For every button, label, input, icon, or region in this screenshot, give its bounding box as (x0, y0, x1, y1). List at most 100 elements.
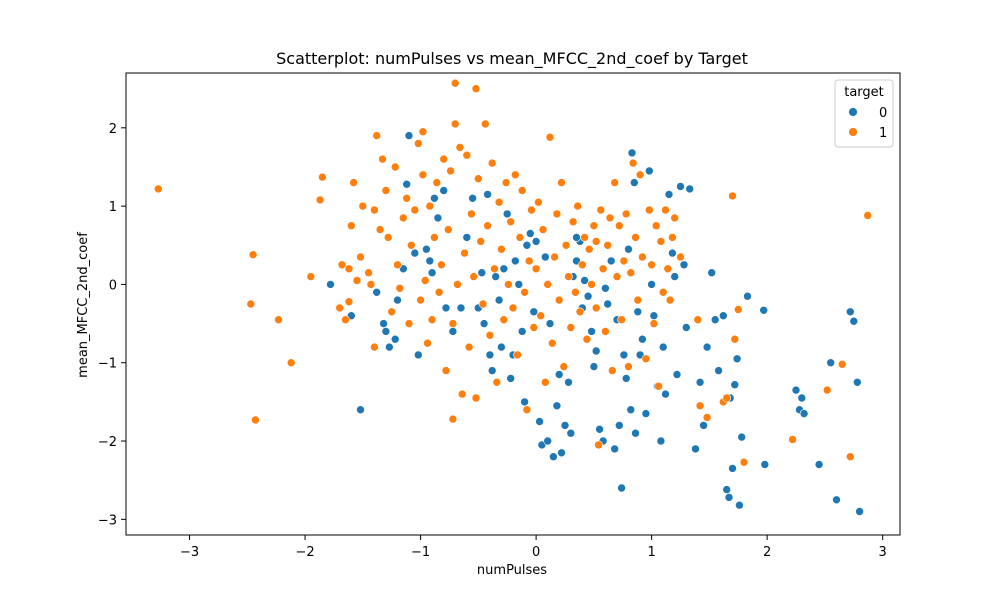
data-point-target-1 (398, 213, 408, 223)
data-point-target-1 (352, 276, 362, 285)
data-point-target-0 (448, 327, 458, 336)
data-point-target-0 (668, 248, 677, 258)
data-point-target-0 (601, 283, 610, 293)
data-point-target-0 (679, 260, 689, 270)
data-point-target-0 (552, 401, 562, 411)
data-point-target-0 (732, 354, 742, 364)
data-point-target-1 (587, 280, 596, 289)
data-point-target-0 (404, 131, 414, 140)
data-point-target-1 (641, 354, 651, 364)
chart-title: Scatterplot: numPulses vs mean_MFCC_2nd_… (276, 49, 748, 69)
data-point-target-1 (471, 84, 481, 93)
data-point-target-0 (641, 409, 651, 418)
data-point-target-1 (390, 162, 400, 172)
data-point-target-1 (448, 319, 458, 328)
data-point-target-0 (583, 291, 593, 301)
data-point-target-0 (356, 405, 365, 415)
x-axis-ticks: −3 −2 −1 0 1 2 3 (180, 535, 887, 560)
data-point-target-1 (448, 414, 458, 424)
data-point-target-0 (627, 148, 637, 158)
data-point-target-0 (791, 385, 801, 395)
data-point-target-0 (676, 182, 685, 191)
data-point-target-1 (603, 241, 613, 250)
data-point-target-0 (735, 500, 744, 510)
legend-title: target (844, 85, 884, 100)
data-point-target-1 (480, 119, 490, 129)
data-point-target-1 (550, 252, 559, 262)
data-point-target-0 (487, 366, 497, 375)
data-point-target-1 (346, 221, 356, 230)
data-point-target-0 (656, 436, 666, 446)
data-point-target-1 (154, 184, 163, 194)
data-point-target-1 (341, 315, 350, 325)
data-point-target-1 (598, 264, 608, 274)
data-point-target-0 (695, 377, 705, 387)
y-axis-label: mean_MFCC_2nd_coef (76, 232, 91, 378)
data-point-target-1 (654, 381, 663, 391)
data-point-target-1 (499, 315, 509, 325)
data-point-target-0 (494, 295, 504, 305)
data-point-target-1 (427, 315, 437, 325)
data-point-target-1 (337, 260, 347, 270)
data-point-target-1 (430, 233, 439, 242)
data-point-target-1 (432, 178, 442, 187)
data-point-target-0 (629, 178, 639, 187)
data-point-target-1 (485, 330, 495, 340)
data-point-target-1 (601, 327, 610, 336)
data-point-target-1 (561, 241, 571, 250)
data-point-target-0 (759, 305, 769, 315)
data-point-target-1 (619, 256, 629, 266)
data-point-target-1 (443, 225, 453, 234)
data-point-target-1 (286, 358, 296, 368)
data-point-target-1 (437, 260, 446, 270)
data-point-target-1 (739, 457, 749, 467)
data-point-target-1 (460, 248, 469, 258)
data-point-target-0 (535, 417, 544, 426)
data-point-target-1 (658, 287, 668, 297)
data-point-target-1 (621, 209, 631, 219)
data-point-target-0 (624, 244, 633, 254)
data-point-target-0 (681, 323, 691, 332)
data-point-target-0 (422, 244, 431, 254)
data-point-target-1 (566, 323, 576, 332)
data-point-target-1 (596, 205, 606, 215)
data-point-target-0 (462, 233, 472, 242)
data-point-target-1 (416, 295, 425, 305)
data-point-target-0 (517, 327, 527, 336)
data-point-target-1 (515, 233, 525, 242)
data-point-target-1 (626, 268, 636, 278)
data-point-target-1 (594, 440, 603, 450)
data-point-target-0 (430, 194, 439, 203)
data-point-target-1 (274, 315, 283, 325)
data-point-target-0 (587, 327, 596, 336)
data-point-target-1 (644, 205, 654, 215)
y-tick-label: −2 (98, 435, 117, 450)
data-point-target-0 (797, 393, 807, 403)
data-point-target-0 (425, 256, 435, 266)
data-point-target-0 (718, 311, 728, 321)
data-point-target-0 (633, 307, 643, 317)
data-point-target-0 (485, 350, 495, 360)
data-point-target-0 (814, 460, 824, 469)
data-point-target-0 (554, 370, 564, 379)
data-point-target-1 (375, 225, 385, 234)
data-point-target-0 (710, 315, 720, 325)
data-point-target-1 (531, 264, 541, 274)
data-point-target-1 (610, 178, 620, 187)
data-point-target-1 (845, 452, 855, 462)
data-point-target-0 (658, 342, 668, 352)
data-point-target-1 (543, 280, 553, 289)
data-point-target-1 (487, 158, 497, 168)
data-point-target-0 (699, 421, 708, 430)
data-point-target-0 (661, 389, 670, 399)
data-point-target-1 (420, 276, 430, 285)
data-point-target-0 (672, 370, 682, 379)
data-point-target-1 (378, 154, 387, 164)
data-point-target-0 (722, 485, 732, 494)
data-point-target-1 (462, 150, 472, 160)
data-point-target-1 (441, 366, 451, 375)
x-tick-label: −3 (180, 545, 199, 560)
data-point-target-1 (404, 319, 414, 328)
data-point-target-0 (468, 194, 477, 203)
data-point-target-0 (564, 377, 573, 387)
